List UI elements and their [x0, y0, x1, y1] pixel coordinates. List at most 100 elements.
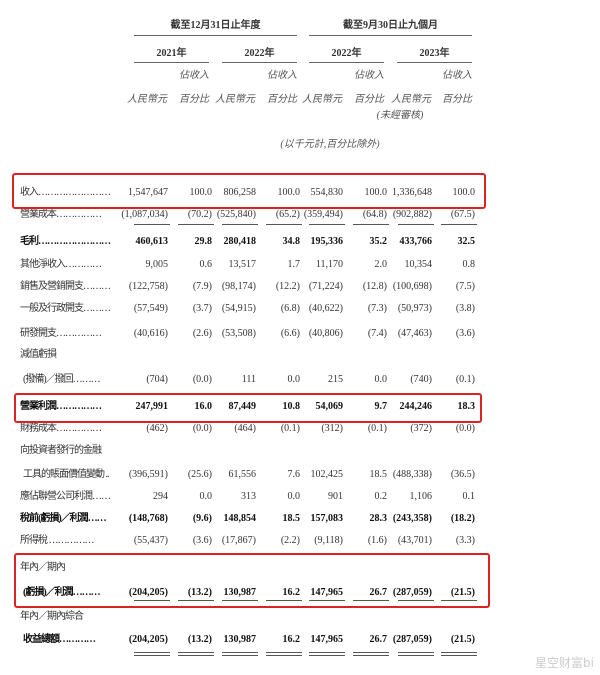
cell-value: (0.1): [367, 423, 387, 434]
cell-value: (3.8): [455, 303, 475, 314]
cell-value: (70.2): [187, 209, 212, 220]
cell-value: 10,354: [404, 259, 433, 270]
cell-value: 148,854: [223, 513, 257, 524]
cell-value: 313: [241, 491, 256, 502]
cell-value: (100,698): [392, 281, 432, 292]
cell-value: (704): [146, 374, 168, 385]
row-label: 工具的賬面價值變動 ..: [20, 469, 109, 480]
cell-value: (902,882): [392, 209, 432, 220]
header-pct-bottom: 百分比: [442, 94, 472, 105]
cell-value: 102,425: [310, 469, 344, 480]
row-label: 減值虧損: [20, 349, 57, 360]
cell-value: (3.6): [192, 535, 212, 546]
cell-value: 9,005: [145, 259, 169, 270]
cell-value: (287,059): [392, 634, 432, 645]
row-label: 收入……………………: [20, 187, 111, 198]
divider: [309, 62, 384, 63]
cell-value: (21.5): [450, 587, 475, 598]
cell-value: 554,830: [310, 187, 344, 198]
cell-value: 16.2: [282, 634, 301, 645]
cell-value: (3.6): [455, 328, 475, 339]
cell-value: (464): [234, 423, 256, 434]
underline: [398, 600, 434, 601]
header-rmb: 人民幣元: [391, 94, 431, 105]
watermark: 星空财富bi: [535, 656, 594, 670]
divider: [222, 62, 297, 63]
cell-value: (17,867): [221, 535, 256, 546]
cell-value: 130,987: [223, 587, 257, 598]
row-label: 毛利……………………: [20, 236, 111, 247]
cell-value: 18.5: [282, 513, 301, 524]
cell-value: (98,174): [221, 281, 256, 292]
cell-value: (396,591): [128, 469, 168, 480]
cell-value: 294: [153, 491, 168, 502]
underline: [178, 655, 214, 656]
cell-value: (55,437): [133, 535, 168, 546]
header-rmb: 人民幣元: [215, 94, 255, 105]
cell-value: (462): [146, 423, 168, 434]
underline: [222, 600, 258, 601]
cell-value: 18.5: [369, 469, 388, 480]
cell-value: (71,224): [308, 281, 343, 292]
cell-value: 100.0: [364, 187, 388, 198]
cell-value: 0.1: [462, 491, 476, 502]
underline: [309, 652, 345, 653]
header-group-nine-months: 截至9月30日止九個月: [343, 20, 438, 31]
cell-value: (65.2): [275, 209, 300, 220]
header-year: 2022年: [331, 48, 362, 59]
cell-value: 32.5: [457, 236, 476, 247]
cell-value: (36.5): [450, 469, 475, 480]
cell-value: 1,106: [409, 491, 433, 502]
cell-value: (50,973): [397, 303, 432, 314]
cell-value: 247,991: [135, 401, 169, 412]
cell-value: 1,336,648: [392, 187, 432, 198]
cell-value: (7.5): [455, 281, 475, 292]
cell-value: (54,915): [221, 303, 256, 314]
cell-value: 280,418: [223, 236, 257, 247]
cell-value: (12.8): [362, 281, 387, 292]
header-group-year-ended: 截至12月31日止年度: [170, 20, 261, 31]
cell-value: (3.3): [455, 535, 475, 546]
underline: [178, 224, 214, 225]
cell-value: (7.3): [367, 303, 387, 314]
cell-value: (64.8): [362, 209, 387, 220]
cell-value: 0.8: [462, 259, 476, 270]
cell-value: 0.6: [199, 259, 213, 270]
cell-value: 147,965: [310, 587, 344, 598]
cell-value: (359,494): [303, 209, 343, 220]
underline: [353, 655, 389, 656]
cell-value: (40,806): [308, 328, 343, 339]
underline: [266, 652, 302, 653]
cell-value: 61,556: [228, 469, 257, 480]
cell-value: (148,768): [128, 513, 168, 524]
cell-value: 0.0: [287, 491, 301, 502]
cell-value: (40,622): [308, 303, 343, 314]
header-pct-top: 佔收入: [267, 70, 297, 81]
highlight-box-revenue: [12, 173, 486, 209]
cell-value: 34.8: [282, 236, 301, 247]
divider: [309, 35, 472, 36]
cell-value: (0.1): [455, 374, 475, 385]
cell-value: (12.2): [275, 281, 300, 292]
cell-value: 35.2: [369, 236, 388, 247]
cell-value: 10.8: [282, 401, 301, 412]
underline: [266, 224, 302, 225]
cell-value: (0.0): [192, 423, 212, 434]
underline: [353, 224, 389, 225]
underline: [353, 652, 389, 653]
row-label: 收益總額…………: [20, 634, 96, 645]
cell-value: 26.7: [369, 634, 388, 645]
cell-value: 806,258: [223, 187, 257, 198]
underline: [309, 224, 345, 225]
row-label: 營業利潤……………: [20, 401, 102, 412]
underline: [134, 652, 170, 653]
row-label: 所得稅 ……………: [20, 535, 94, 546]
underline: [178, 600, 214, 601]
row-label: 年內／期內: [20, 562, 66, 573]
cell-value: 18.3: [457, 401, 476, 412]
cell-value: (9,118): [314, 535, 343, 546]
row-label: 稅前(虧損)／利潤……: [20, 513, 107, 524]
underline: [441, 600, 477, 601]
cell-value: 9.7: [374, 401, 388, 412]
cell-value: (740): [410, 374, 432, 385]
